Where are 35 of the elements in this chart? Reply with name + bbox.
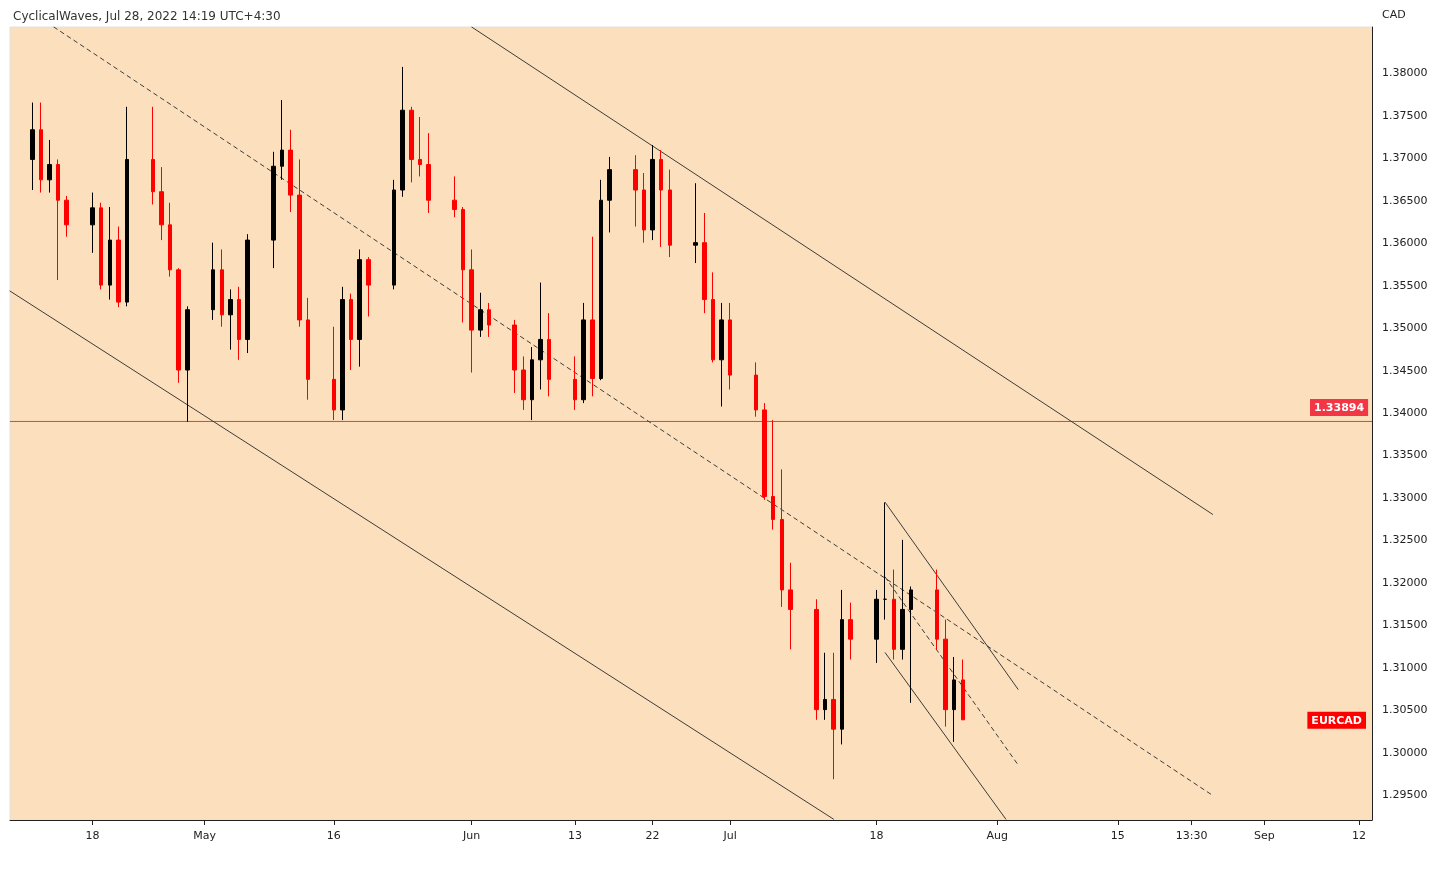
- x-tick-label: 13:30: [1175, 829, 1208, 842]
- x-tick-label: 15: [1110, 829, 1125, 842]
- y-axis-title: CAD: [1382, 8, 1406, 21]
- annotation: EURCAD: [1311, 713, 1363, 727]
- y-tick-label: 1.32000: [1382, 575, 1428, 589]
- chart-title: CyclicalWaves, Jul 28, 2022 14:19 UTC+4:30: [13, 9, 281, 23]
- y-tick-label: 1.36500: [1382, 193, 1428, 207]
- y-tick-label: 1.34000: [1382, 405, 1428, 419]
- y-tick-label: 1.33500: [1382, 448, 1428, 462]
- y-tick-label: 1.31500: [1382, 618, 1428, 632]
- x-tick-label: 12: [1352, 829, 1367, 842]
- x-tick-label: Jun: [462, 829, 481, 842]
- y-tick-label: 1.36000: [1382, 236, 1428, 250]
- y-tick-label: 1.35500: [1382, 278, 1428, 292]
- y-tick-label: 1.33000: [1382, 490, 1428, 504]
- x-tick-label: 18: [85, 829, 100, 842]
- y-tick-label: 1.37000: [1382, 151, 1428, 165]
- y-tick-label: 1.30500: [1382, 703, 1428, 717]
- y-tick-label: 1.31000: [1382, 660, 1428, 674]
- x-tick-label: 13: [568, 829, 583, 842]
- y-tick-label: 1.29500: [1382, 788, 1428, 802]
- y-tick-label: 1.34500: [1382, 363, 1428, 377]
- x-tick-label: Jul: [722, 829, 737, 842]
- x-tick-label: 18: [869, 829, 884, 842]
- y-tick-label: 1.32500: [1382, 533, 1428, 547]
- y-tick-label: 1.37500: [1382, 108, 1428, 122]
- x-tick-label: Sep: [1253, 829, 1275, 842]
- y-tick-label: 1.35000: [1382, 321, 1428, 335]
- ref-line-label: 1.33894: [1314, 400, 1365, 414]
- x-tick-label: Aug: [986, 829, 1008, 842]
- x-tick-label: May: [193, 829, 217, 842]
- y-tick-label: 1.38000: [1382, 66, 1428, 80]
- x-tick-label: 16: [326, 829, 341, 842]
- y-tick-label: 1.30000: [1382, 745, 1428, 759]
- x-tick-label: 22: [645, 829, 660, 842]
